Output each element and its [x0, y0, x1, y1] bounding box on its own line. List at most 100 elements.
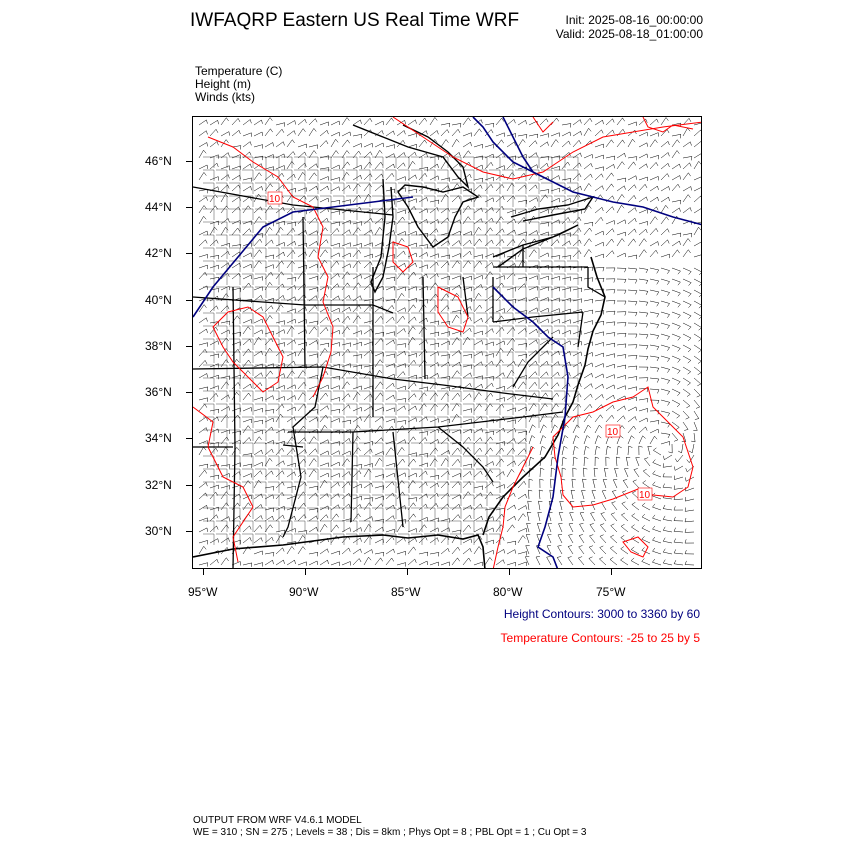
- wind-barb: [220, 184, 230, 192]
- wind-barb: [572, 382, 582, 390]
- wind-barb: [462, 231, 472, 236]
- wind-barb: [286, 506, 296, 511]
- wind-barb: [451, 309, 462, 315]
- wind-barb: [495, 471, 505, 478]
- wind-barb: [231, 430, 242, 436]
- wind-barb: [594, 373, 604, 379]
- wind-barb: [407, 242, 417, 247]
- wind-barb: [231, 561, 241, 566]
- wind-barb: [572, 298, 582, 303]
- wind-barb: [396, 350, 406, 357]
- wind-barb: [440, 561, 450, 566]
- wind-barb: [341, 294, 351, 302]
- wind-barb: [616, 311, 627, 316]
- wind-barb: [605, 310, 616, 316]
- wind-barb: [525, 534, 531, 544]
- wind-barb: [506, 369, 515, 379]
- wind-barb: [462, 150, 471, 159]
- wind-barb: [495, 507, 506, 513]
- wind-barb: [484, 328, 494, 335]
- wind-barb: [517, 318, 527, 324]
- wind-barb: [550, 413, 559, 423]
- wind-barb: [275, 470, 285, 478]
- wind-barb: [473, 128, 482, 137]
- wind-barb: [451, 447, 461, 456]
- wind-barb: [220, 502, 229, 511]
- wind-barb: [275, 373, 285, 379]
- wind-barb: [264, 142, 274, 148]
- wind-barb: [319, 548, 329, 555]
- wind-barb: [330, 385, 340, 390]
- temperature-contour-label-text-1: 10: [607, 427, 619, 438]
- wind-barb: [473, 470, 483, 478]
- wind-barb: [330, 550, 340, 555]
- wind-barb: [341, 252, 351, 258]
- wind-barb: [571, 478, 576, 489]
- wind-barb: [429, 238, 438, 247]
- wind-barb: [550, 478, 555, 489]
- field-height-label: Height (m): [195, 77, 252, 91]
- wind-barb: [473, 283, 483, 291]
- wind-barb: [209, 305, 219, 313]
- wind-barb: [275, 385, 285, 390]
- lon-label-90: 90°W: [289, 585, 319, 599]
- wind-barb: [396, 405, 406, 412]
- wind-barb: [242, 525, 252, 533]
- wind-barb: [594, 143, 604, 148]
- wind-barb: [649, 176, 659, 181]
- wind-barb: [684, 507, 695, 512]
- wind-barb: [567, 545, 574, 555]
- wind-barb: [649, 139, 658, 148]
- wind-barb: [253, 172, 262, 181]
- wind-barb: [418, 503, 428, 511]
- wind-barb: [662, 504, 673, 511]
- lat-label-38: 38°N: [145, 339, 172, 353]
- wind-barb: [651, 558, 662, 566]
- wind-barb: [242, 383, 252, 390]
- wind-barb: [374, 406, 384, 412]
- wind-barb: [209, 176, 219, 181]
- wind-barb: [297, 561, 307, 566]
- wind-barb: [253, 363, 263, 368]
- wind-barb: [297, 187, 307, 192]
- wind-barb: [330, 408, 341, 414]
- wind-barb: [418, 326, 427, 335]
- wind-barb: [264, 128, 273, 137]
- wind-barb: [330, 504, 340, 511]
- wind-barb: [539, 189, 550, 194]
- wind-barb: [363, 349, 373, 357]
- wind-barb: [506, 460, 516, 467]
- wind-barb: [330, 295, 340, 302]
- wind-barb: [649, 249, 659, 258]
- wind-barb: [341, 271, 350, 280]
- wind-barb: [418, 386, 429, 391]
- lat-label-34: 34°N: [145, 431, 172, 445]
- wind-barb: [253, 479, 262, 489]
- wind-barb: [319, 392, 329, 401]
- wind-barb: [385, 172, 395, 181]
- wind-barb: [550, 350, 560, 357]
- wind-barb: [330, 342, 340, 347]
- wind-barb: [297, 534, 306, 544]
- wind-barb: [220, 406, 230, 412]
- wind-barb: [572, 361, 582, 368]
- wind-barb: [568, 523, 574, 533]
- wind-barb: [352, 282, 361, 291]
- wind-barb: [484, 430, 495, 436]
- wind-barb: [385, 407, 395, 412]
- wind-barb: [572, 276, 583, 282]
- wind-barb: [319, 384, 329, 390]
- wind-barb: [198, 149, 207, 159]
- wind-barb: [638, 333, 649, 339]
- wind-barb: [561, 297, 571, 303]
- wind-barb: [484, 183, 494, 192]
- wind-barb: [631, 490, 640, 500]
- wind-barb: [418, 285, 428, 291]
- temperature-contour-4: [492, 446, 534, 568]
- wind-barb: [451, 385, 461, 390]
- wind-barb: [407, 353, 417, 358]
- wind-barb: [567, 556, 574, 566]
- wind-barb: [682, 232, 693, 238]
- wind-barb: [473, 184, 483, 192]
- wind-barb: [440, 386, 451, 392]
